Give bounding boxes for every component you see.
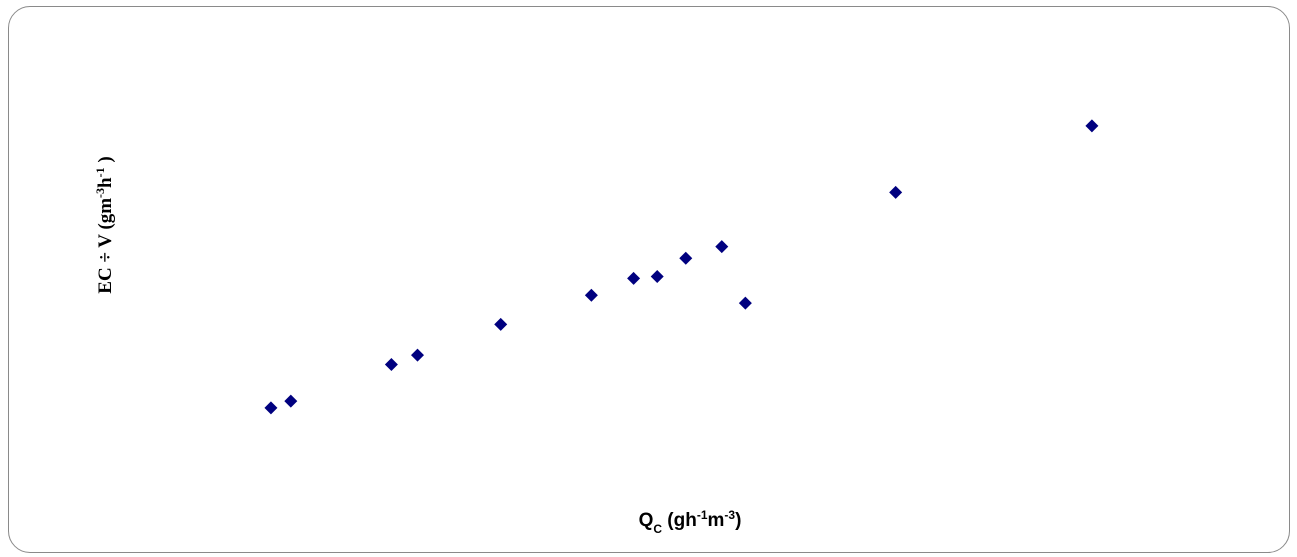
data-point-12 [889, 185, 903, 199]
data-point-2 [284, 394, 298, 408]
data-point-10 [715, 240, 729, 254]
data-points [264, 119, 1099, 415]
data-point-4 [410, 348, 424, 362]
chart-frame: EC ÷ V (gm-3h-1 ) QC (gh-1m-3) [8, 6, 1290, 553]
data-point-1 [264, 401, 278, 415]
scatter-plot: EC ÷ V (gm-3h-1 ) QC (gh-1m-3) [93, 119, 1099, 536]
data-point-5 [494, 317, 508, 331]
data-point-8 [650, 270, 664, 284]
data-point-13 [1085, 119, 1099, 133]
data-point-11 [738, 296, 752, 310]
x-axis-label: QC (gh-1m-3) [639, 508, 742, 536]
data-point-6 [584, 288, 598, 302]
data-point-3 [384, 357, 398, 371]
y-axis-label: EC ÷ V (gm-3h-1 ) [93, 156, 116, 293]
data-point-7 [627, 271, 641, 285]
data-point-9 [679, 251, 693, 265]
